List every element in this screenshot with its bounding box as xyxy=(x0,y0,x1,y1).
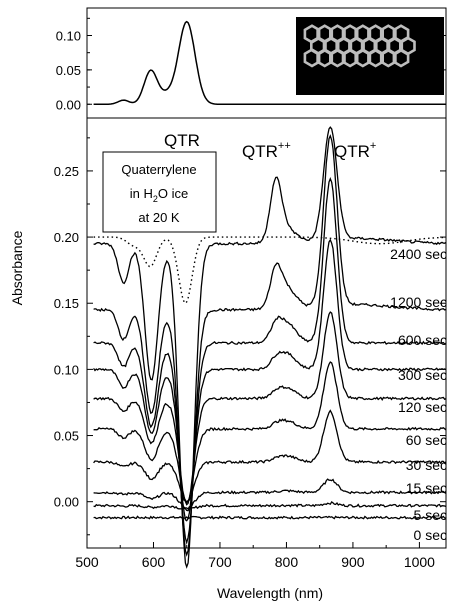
y-tick-label: 0.25 xyxy=(54,164,79,179)
top-y-tick-label: 0.05 xyxy=(56,63,81,78)
sample-info-box: Quaterrylene in H2O ice at 20 K xyxy=(102,151,217,233)
time-label: 300 sec xyxy=(398,367,447,383)
spectrum-line xyxy=(93,134,447,557)
qtr-label: QTR xyxy=(164,131,200,150)
time-label: 2400 sec xyxy=(390,246,447,262)
top-y-tick-label: 0.00 xyxy=(56,97,81,112)
time-label: 5 sec xyxy=(414,507,447,523)
y-axis-label: Absorbance xyxy=(9,230,25,305)
time-label: 0 sec xyxy=(414,527,447,543)
y-tick-label: 0.00 xyxy=(54,495,79,510)
spectrum-line xyxy=(93,478,447,510)
molecule-inset-image xyxy=(296,17,444,95)
time-label: 15 sec xyxy=(406,480,447,496)
spectrum-line xyxy=(93,409,447,504)
box-line-3: at 20 K xyxy=(138,210,180,225)
time-label: 120 sec xyxy=(398,399,447,415)
box-line-1: Quaterrylene xyxy=(121,162,196,177)
spectrum-line xyxy=(93,500,447,512)
time-label: 600 sec xyxy=(398,332,447,348)
qtr-cation-label: QTR+ xyxy=(334,140,376,161)
y-tick-label: 0.15 xyxy=(54,296,79,311)
top-spectrum-line xyxy=(93,20,446,106)
x-tick-label: 700 xyxy=(208,554,232,570)
spectrum-line xyxy=(93,515,447,520)
reference-dotted-line xyxy=(93,236,446,305)
time-label: 30 sec xyxy=(406,457,447,473)
top-y-tick-label: 0.10 xyxy=(56,29,81,44)
x-tick-label: 800 xyxy=(275,554,299,570)
x-tick-label: 900 xyxy=(341,554,365,570)
x-tick-label: 600 xyxy=(142,554,166,570)
spectrum-line xyxy=(93,361,447,504)
time-label: 1200 sec xyxy=(390,294,447,310)
molecule-ring xyxy=(392,48,410,68)
bottom-panel: 500 600 700 800 900 1000 0.00 0.05 0.10 0.15 0.20 0… xyxy=(54,117,447,570)
box-line-2: in H2O ice xyxy=(130,186,188,204)
y-tick-label: 0.10 xyxy=(54,362,79,377)
bottom-plot-frame xyxy=(86,117,447,549)
x-axis-label: Wavelength (nm) xyxy=(217,585,323,601)
qtr-dication-label: QTR++ xyxy=(242,140,291,161)
time-label: 60 sec xyxy=(406,432,447,448)
x-tick-label: 500 xyxy=(75,554,99,570)
spectrum-line xyxy=(93,177,447,545)
spectrum-line xyxy=(93,311,447,506)
spectrum-line xyxy=(93,126,447,569)
spectrum-line xyxy=(93,238,447,522)
y-tick-label: 0.20 xyxy=(54,230,79,245)
x-tick-label: 1000 xyxy=(404,554,435,570)
y-tick-label: 0.05 xyxy=(54,429,79,444)
